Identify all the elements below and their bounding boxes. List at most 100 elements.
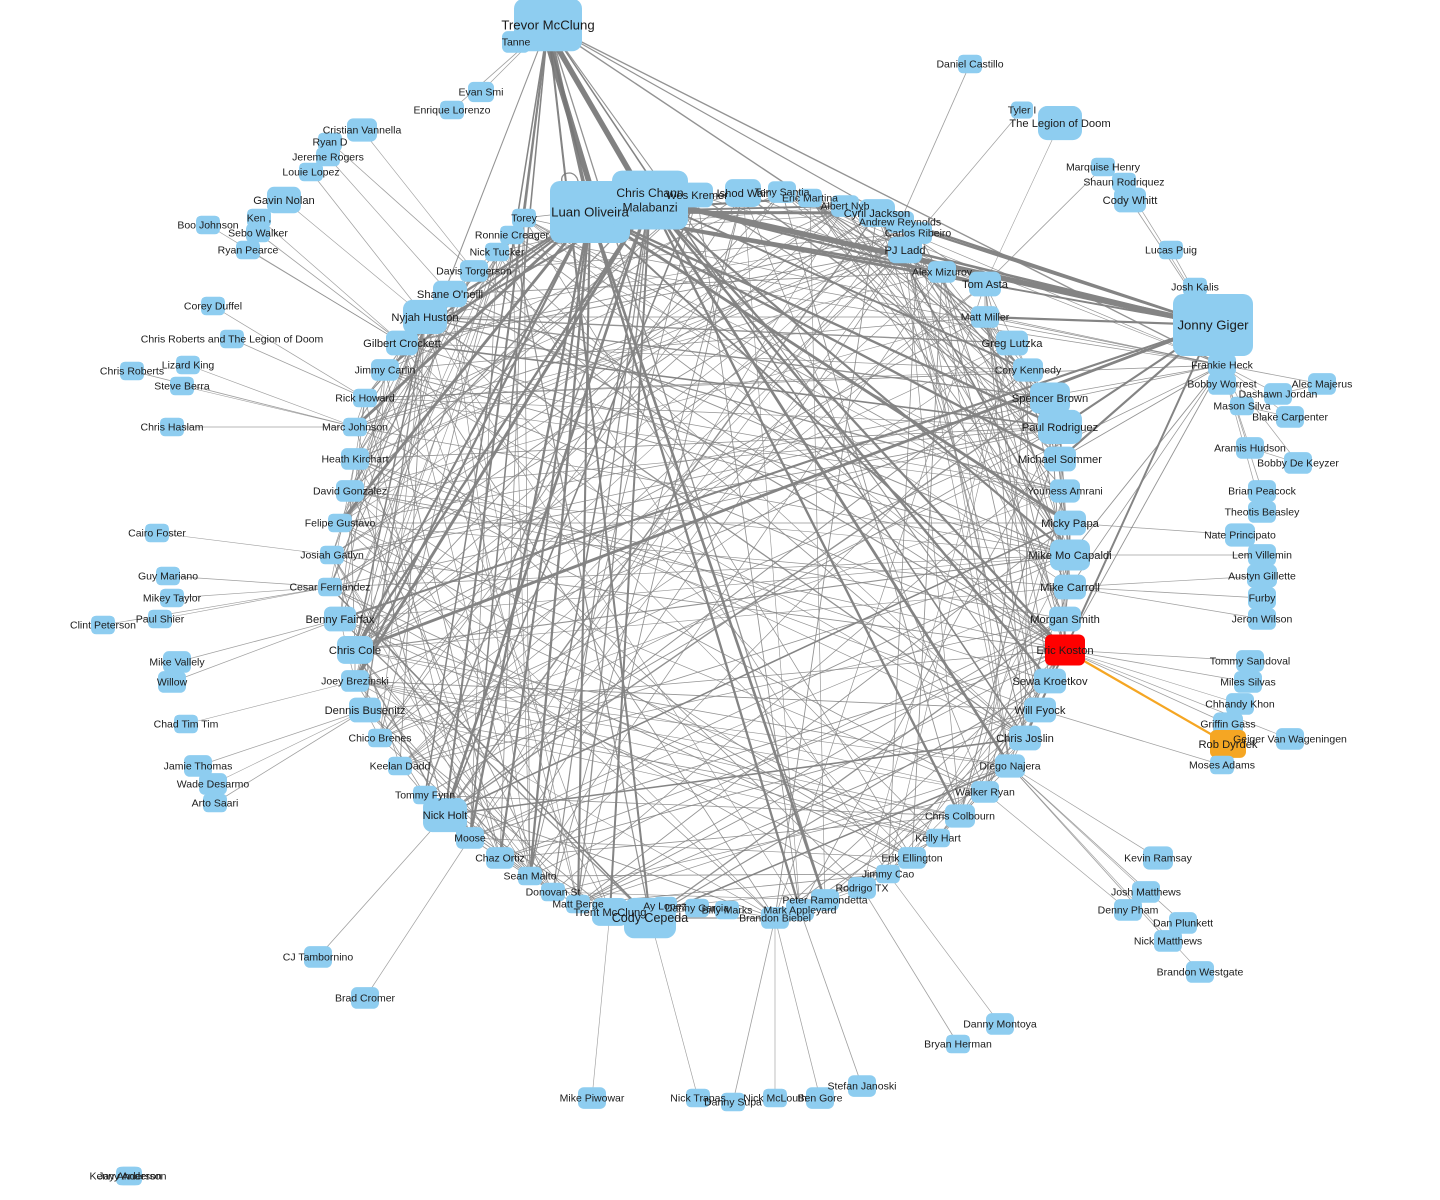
svg-text:Willow: Willow (157, 677, 188, 689)
svg-text:Tanne: Tanne (502, 37, 531, 49)
svg-text:The Legion of Doom: The Legion of Doom (1009, 118, 1110, 130)
svg-text:Mikey Taylor: Mikey Taylor (143, 593, 202, 605)
svg-text:Chris Roberts and The Legion o: Chris Roberts and The Legion of Doom (141, 334, 324, 346)
svg-text:Josh Kalis: Josh Kalis (1171, 282, 1219, 294)
svg-text:Trevor McClung: Trevor McClung (501, 18, 594, 33)
svg-text:Morgan Smith: Morgan Smith (1030, 614, 1100, 626)
svg-text:Alec Majerus: Alec Majerus (1292, 379, 1353, 391)
svg-text:Nate Principato: Nate Principato (1204, 530, 1276, 542)
svg-text:Dan Plunkett: Dan Plunkett (1153, 918, 1213, 930)
svg-text:Tommy Fynn: Tommy Fynn (395, 790, 455, 802)
svg-text:Gavin Nolan: Gavin Nolan (253, 195, 315, 207)
svg-text:Louie Lopez: Louie Lopez (282, 167, 339, 179)
svg-text:Walker Ryan: Walker Ryan (955, 787, 1015, 799)
svg-text:Bryan Herman: Bryan Herman (924, 1039, 992, 1051)
svg-text:Cody Whitt: Cody Whitt (1103, 195, 1159, 207)
svg-text:Frankie Heck: Frankie Heck (1191, 360, 1254, 372)
svg-text:Corey Duffel: Corey Duffel (184, 301, 242, 313)
svg-text:Rodrigo TX: Rodrigo TX (836, 883, 889, 895)
svg-text:Brian Peacock: Brian Peacock (1228, 486, 1296, 498)
svg-text:Evan Smi: Evan Smi (459, 87, 504, 99)
svg-text:Guy Mariano: Guy Mariano (138, 571, 198, 583)
svg-text:Furby: Furby (1249, 593, 1277, 605)
svg-text:Josiah Gatlyn: Josiah Gatlyn (300, 550, 364, 562)
svg-text:Shaun Rodriquez: Shaun Rodriquez (1083, 177, 1164, 189)
svg-text:Cristian Vannella: Cristian Vannella (323, 125, 402, 137)
svg-text:Matt Miller: Matt Miller (961, 312, 1010, 324)
svg-text:Cory Kennedy: Cory Kennedy (995, 365, 1062, 377)
svg-text:Marquise Henry: Marquise Henry (1066, 162, 1141, 174)
svg-text:Jimmy Carlin: Jimmy Carlin (355, 365, 416, 377)
svg-text:Spencer Brown: Spencer Brown (1012, 393, 1089, 405)
svg-text:Diego Najera: Diego Najera (979, 761, 1040, 773)
svg-text:CJ Tambornino: CJ Tambornino (283, 952, 354, 964)
svg-text:PJ Ladd: PJ Ladd (884, 245, 925, 257)
svg-text:Luan Oliveira: Luan Oliveira (551, 205, 629, 220)
svg-text:Moose: Moose (454, 833, 486, 845)
svg-text:Will Fyock: Will Fyock (1015, 705, 1066, 717)
svg-text:Benny Fairfax: Benny Fairfax (305, 614, 374, 626)
svg-text:Chico Brenes: Chico Brenes (348, 733, 411, 745)
svg-text:Griffin Gass: Griffin Gass (1200, 719, 1255, 731)
svg-text:Geiger Van Wageningen: Geiger Van Wageningen (1233, 734, 1347, 746)
svg-text:Denny Pham: Denny Pham (1098, 905, 1159, 917)
svg-text:Arto Saari: Arto Saari (192, 798, 239, 810)
svg-text:Torey: Torey (511, 213, 537, 225)
svg-text:Jereme Rogers: Jereme Rogers (292, 152, 364, 164)
svg-text:Marc Johnson: Marc Johnson (322, 422, 388, 434)
svg-text:Malabanzi: Malabanzi (622, 201, 677, 215)
svg-text:Theotis Beasley: Theotis Beasley (1225, 507, 1300, 519)
svg-text:Enrique Lorenzo: Enrique Lorenzo (413, 105, 490, 117)
svg-text:Shane O'neill: Shane O'neill (417, 289, 483, 301)
svg-text:Nick Matthews: Nick Matthews (1134, 936, 1202, 948)
svg-text:Jimmy Cao: Jimmy Cao (862, 869, 915, 881)
svg-text:Lem Villemin: Lem Villemin (1232, 550, 1292, 562)
svg-text:Clint Peterson: Clint Peterson (70, 620, 136, 632)
svg-text:Brad Cromer: Brad Cromer (335, 993, 396, 1005)
svg-text:Aramis Hudson: Aramis Hudson (1214, 443, 1286, 455)
svg-text:Ryan D: Ryan D (312, 137, 347, 149)
svg-text:Donovan St: Donovan St (526, 887, 581, 899)
svg-text:Blake Carpenter: Blake Carpenter (1252, 412, 1328, 424)
svg-text:Rick Howard: Rick Howard (335, 393, 395, 405)
svg-text:Joey Brezinski: Joey Brezinski (321, 676, 389, 688)
svg-text:Brandon Westgate: Brandon Westgate (1157, 967, 1244, 979)
svg-text:Micky Papa: Micky Papa (1041, 518, 1100, 530)
svg-text:Jonny Giger: Jonny Giger (1177, 318, 1249, 333)
svg-text:Chris Cole: Chris Cole (329, 645, 381, 657)
svg-text:David Gonzalez: David Gonzalez (313, 486, 387, 498)
svg-text:Mike Piwowar: Mike Piwowar (560, 1093, 625, 1105)
svg-text:Bobby De Keyzer: Bobby De Keyzer (1257, 458, 1339, 470)
svg-text:Jeron Wilson: Jeron Wilson (1232, 614, 1293, 626)
svg-text:Sean Malto: Sean Malto (503, 871, 556, 883)
svg-text:Austyn Gillette: Austyn Gillette (1228, 571, 1296, 583)
svg-text:Eric Koston: Eric Koston (1036, 645, 1093, 657)
svg-text:Tommy Sandoval: Tommy Sandoval (1210, 656, 1291, 668)
svg-text:Jamie Thomas: Jamie Thomas (164, 761, 233, 773)
svg-text:Nick Holt: Nick Holt (423, 810, 469, 822)
svg-text:Alex Mizurov: Alex Mizurov (912, 267, 973, 279)
svg-text:Ryan Pearce: Ryan Pearce (218, 245, 279, 257)
svg-text:Mike Mo Capaldi: Mike Mo Capaldi (1028, 550, 1111, 562)
svg-text:Kevin Ramsay: Kevin Ramsay (1124, 853, 1192, 865)
svg-text:Gilbert Crockett: Gilbert Crockett (363, 338, 442, 350)
svg-text:Sewa Kroetkov: Sewa Kroetkov (1012, 676, 1088, 688)
svg-text:Ken ,: Ken , (247, 213, 272, 225)
svg-text:Chhandy Khon: Chhandy Khon (1205, 699, 1275, 711)
svg-text:Josh Matthews: Josh Matthews (1111, 887, 1181, 899)
svg-text:Nyjah Huston: Nyjah Huston (391, 312, 458, 324)
svg-text:Danny Montoya: Danny Montoya (963, 1019, 1037, 1031)
svg-text:Michael Sommer: Michael Sommer (1018, 454, 1102, 466)
svg-text:Chaz Ortiz: Chaz Ortiz (475, 853, 525, 865)
svg-text:Stefan Janoski: Stefan Janoski (828, 1081, 897, 1093)
svg-text:Chris Joslin: Chris Joslin (996, 733, 1054, 745)
svg-text:Bobby Worrest: Bobby Worrest (1187, 379, 1256, 391)
svg-text:Daniel Castillo: Daniel Castillo (936, 59, 1003, 71)
svg-text:Ay Lopez: Ay Lopez (643, 901, 687, 913)
svg-text:Lucas Puig: Lucas Puig (1145, 245, 1197, 257)
svg-text:Cesar Fernandez: Cesar Fernandez (289, 582, 370, 594)
svg-text:Chris Haslam: Chris Haslam (140, 422, 203, 434)
svg-text:Mike Vallely: Mike Vallely (149, 657, 205, 669)
svg-text:Carlos Ribeiro: Carlos Ribeiro (885, 228, 952, 240)
svg-text:Chris Colbourn: Chris Colbourn (925, 811, 995, 823)
